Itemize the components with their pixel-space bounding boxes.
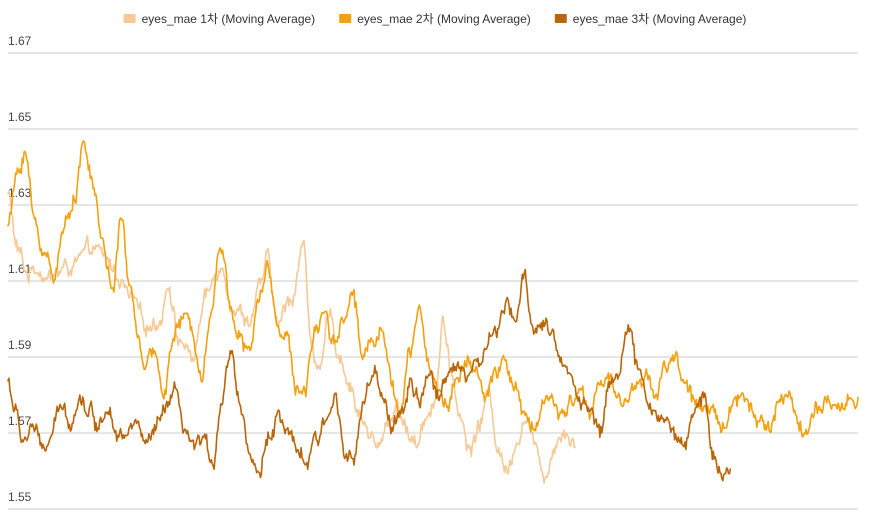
y-tick-label: 1.63 xyxy=(8,186,32,200)
legend-item-2[interactable]: eyes_mae 2차 (Moving Average) xyxy=(339,12,531,26)
y-tick-label: 1.67 xyxy=(8,34,32,48)
legend-label: eyes_mae 2차 (Moving Average) xyxy=(357,12,531,26)
y-tick-label: 1.65 xyxy=(8,110,32,124)
legend-swatch xyxy=(554,14,567,23)
legend-swatch xyxy=(339,14,352,23)
series-line-2 xyxy=(7,140,859,438)
legend-item-3[interactable]: eyes_mae 3차 (Moving Average) xyxy=(554,12,747,26)
legend-label: eyes_mae 1차 (Moving Average) xyxy=(142,12,316,26)
y-tick-label: 1.57 xyxy=(8,414,32,428)
legend-label: eyes_mae 3차 (Moving Average) xyxy=(573,12,747,26)
chart-gridlines xyxy=(8,52,858,510)
y-tick-label: 1.55 xyxy=(8,490,32,504)
series-line-1 xyxy=(7,191,577,484)
chart-series-lines xyxy=(7,140,859,484)
legend-swatch xyxy=(123,14,136,23)
y-tick-label: 1.59 xyxy=(8,338,32,352)
y-tick-label: 1.61 xyxy=(8,262,32,276)
chart-legend: eyes_mae 1차 (Moving Average) eyes_mae 2차 … xyxy=(123,12,747,26)
series-line-3 xyxy=(7,268,732,482)
legend-item-1[interactable]: eyes_mae 1차 (Moving Average) xyxy=(123,12,316,26)
